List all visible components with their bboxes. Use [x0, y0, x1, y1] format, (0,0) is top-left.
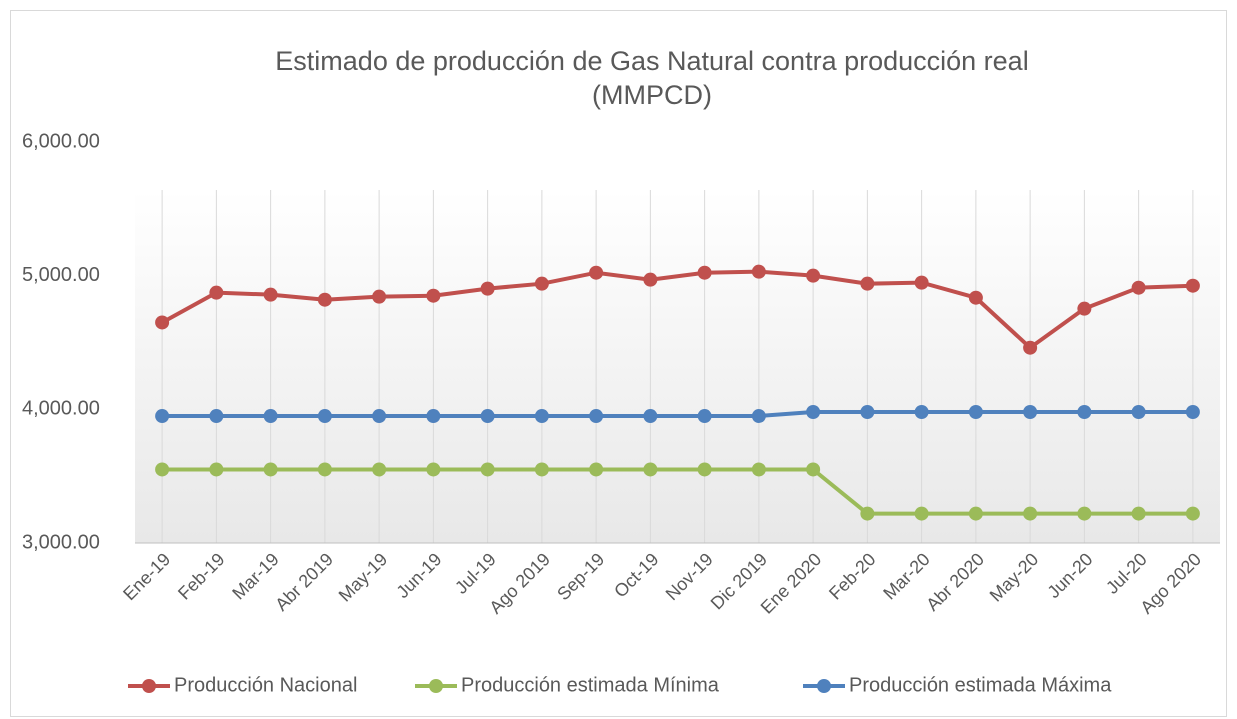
data-point [751, 264, 766, 279]
data-point [534, 462, 549, 477]
data-point [426, 462, 441, 477]
data-point [1185, 506, 1200, 521]
data-point [1185, 278, 1200, 293]
data-point [1023, 506, 1038, 521]
data-point [317, 292, 332, 307]
legend-marker [817, 679, 831, 693]
data-point [480, 462, 495, 477]
series-line [162, 467, 1193, 516]
data-point [1185, 405, 1200, 420]
data-point [372, 409, 387, 424]
legend-label: Producción Nacional [174, 674, 357, 696]
data-point [751, 462, 766, 477]
data-point [155, 462, 170, 477]
series-line [161, 269, 1193, 351]
data-point [263, 462, 278, 477]
data-point [860, 276, 875, 291]
data-point [155, 409, 170, 424]
data-point [263, 409, 278, 424]
data-point [589, 265, 604, 280]
data-point [1023, 340, 1038, 355]
data-point [426, 409, 441, 424]
data-point [806, 268, 821, 283]
y-tick-label: 4,000.00 [22, 398, 100, 420]
data-point [1077, 405, 1092, 420]
data-point [1131, 506, 1146, 521]
data-point [643, 409, 658, 424]
data-point [155, 315, 170, 330]
chart-title: Estimado de producción de Gas Natural co… [275, 46, 1029, 110]
data-point [697, 462, 712, 477]
data-point [806, 462, 821, 477]
data-point [914, 405, 929, 420]
data-point [860, 405, 875, 420]
legend-marker [142, 679, 156, 693]
data-point [372, 289, 387, 304]
data-point [697, 409, 712, 424]
data-point [1023, 405, 1038, 420]
data-point [534, 276, 549, 291]
data-point [968, 290, 983, 305]
data-point [209, 462, 224, 477]
data-point [209, 409, 224, 424]
data-point [860, 506, 875, 521]
data-point [317, 462, 332, 477]
data-point [1131, 280, 1146, 295]
data-point [968, 506, 983, 521]
data-point [806, 405, 821, 420]
data-point [263, 287, 278, 302]
data-point [209, 285, 224, 300]
data-point [968, 405, 983, 420]
data-point [914, 275, 929, 290]
data-point [1077, 301, 1092, 316]
data-point [589, 462, 604, 477]
data-point [1131, 405, 1146, 420]
data-point [1077, 506, 1092, 521]
data-point [480, 281, 495, 296]
data-point [317, 409, 332, 424]
series-line [162, 410, 1193, 419]
legend-label: Producción estimada Máxima [849, 674, 1112, 696]
data-point [372, 462, 387, 477]
legend-marker [429, 679, 443, 693]
data-point [643, 272, 658, 287]
data-point [480, 409, 495, 424]
y-tick-label: 5,000.00 [22, 264, 100, 286]
data-point [643, 462, 658, 477]
y-tick-label: 3,000.00 [22, 531, 100, 553]
data-point [914, 506, 929, 521]
data-point [534, 409, 549, 424]
legend-label: Producción estimada Mínima [461, 674, 720, 696]
data-point [697, 265, 712, 280]
y-tick-label: 6,000.00 [22, 130, 100, 152]
data-point [426, 288, 441, 303]
plot-background [135, 190, 1220, 543]
data-point [589, 409, 604, 424]
data-point [751, 409, 766, 424]
